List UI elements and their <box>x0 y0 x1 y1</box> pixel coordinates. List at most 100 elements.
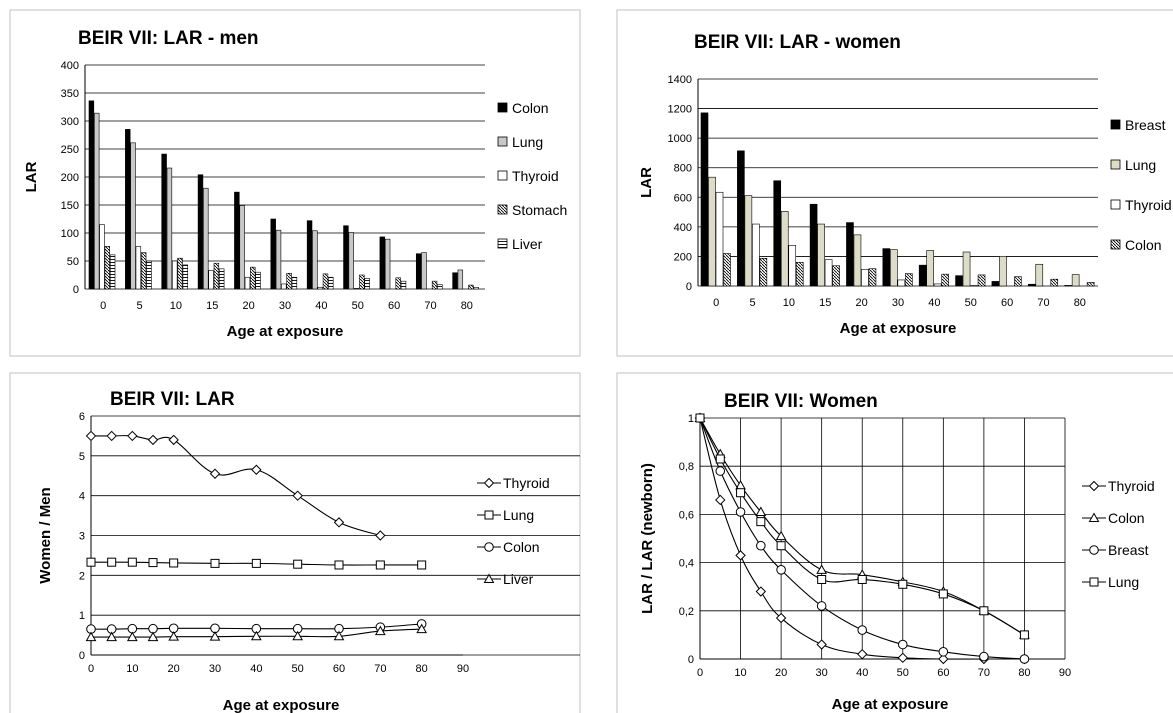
bar-thyroid <box>752 223 760 287</box>
data-point-lung <box>776 541 786 551</box>
bar-colon <box>723 253 731 287</box>
legend-label: Liver <box>512 236 543 252</box>
bar-stomach <box>104 246 111 290</box>
bar-lung <box>890 249 898 287</box>
data-point-lung <box>334 560 344 570</box>
y-axis-label: Women / Men <box>37 487 54 583</box>
data-point-thyroid <box>85 430 97 442</box>
legend-label: Colon <box>512 100 549 116</box>
y-tick-label: 0,6 <box>679 509 694 521</box>
data-point-liver <box>292 630 304 641</box>
bar-stomach <box>468 284 474 290</box>
data-point-liver <box>209 631 221 641</box>
bar-colon <box>125 129 131 290</box>
data-point-breast <box>776 565 786 575</box>
legend-label: Thyroid <box>1108 478 1155 494</box>
x-tick-label: 50 <box>292 663 304 675</box>
bar-colon <box>452 272 458 290</box>
x-tick-label: 60 <box>388 300 400 312</box>
x-axis-label: Age at exposure <box>832 696 949 713</box>
bar-lung <box>348 232 354 290</box>
bar-thyroid <box>99 224 105 290</box>
data-point-liver <box>106 631 118 642</box>
data-point-lung <box>817 574 827 584</box>
x-tick-label: 50 <box>965 297 977 309</box>
legend-label: Colon <box>503 539 540 555</box>
bar-thyroid <box>897 279 906 287</box>
x-tick-label: 80 <box>1074 297 1086 309</box>
legend-marker <box>483 477 495 489</box>
legend-swatch <box>497 102 508 113</box>
y-tick-label: 3 <box>79 531 85 543</box>
bar-thyroid <box>788 245 797 287</box>
chart-title: BEIR VII: Women <box>724 391 878 412</box>
bar-stomach <box>177 257 183 290</box>
bar-colon <box>343 225 349 290</box>
bar-breast <box>1064 285 1072 287</box>
x-tick-label: 20 <box>168 663 180 675</box>
data-point-thyroid <box>251 464 262 475</box>
y-tick-label: 1 <box>688 413 694 425</box>
y-tick-label: 250 <box>61 144 79 156</box>
data-point-lung <box>148 558 158 568</box>
bar-chart-women: BEIR VII: LAR - women0200400600800100012… <box>616 9 1173 357</box>
chart-frame <box>9 372 581 713</box>
data-point-breast <box>735 507 746 517</box>
bar-lung <box>239 205 245 290</box>
bar-liver <box>473 287 479 290</box>
x-tick-label: 40 <box>250 663 262 675</box>
bar-breast <box>955 275 963 287</box>
y-axis-label: LAR <box>23 161 40 192</box>
data-point-breast <box>857 625 868 635</box>
legend-swatch <box>1110 119 1121 130</box>
x-tick-label: 0 <box>697 667 703 679</box>
bar-colon <box>905 273 913 287</box>
bar-lung <box>275 229 282 290</box>
legend-swatch <box>1110 239 1121 250</box>
chart-title: BEIR VII: LAR - women <box>694 32 901 53</box>
bar-lung <box>312 230 318 290</box>
x-tick-label: 70 <box>424 300 436 312</box>
bar-breast <box>991 281 1000 287</box>
legend-swatch <box>1110 199 1121 210</box>
bar-colon <box>415 253 422 290</box>
data-point-lung <box>1019 630 1029 640</box>
y-axis-label: LAR <box>638 167 655 198</box>
data-point-liver <box>147 631 159 642</box>
data-point-thyroid <box>127 430 138 442</box>
y-tick-label: 800 <box>674 163 692 175</box>
bar-colon <box>1086 282 1095 287</box>
y-tick-label: 0 <box>688 654 694 666</box>
x-tick-label: 60 <box>333 663 345 675</box>
bar-lung <box>962 251 971 287</box>
bar-lung <box>708 176 716 287</box>
data-point-breast <box>816 601 827 611</box>
x-tick-label: 60 <box>937 667 949 679</box>
bar-thyroid <box>317 287 323 290</box>
data-point-thyroid <box>209 468 221 479</box>
bar-colon <box>832 265 840 287</box>
x-tick-label: 10 <box>126 663 138 675</box>
bar-stomach <box>359 274 365 290</box>
data-point-thyroid <box>816 639 827 650</box>
bar-liver <box>255 271 261 290</box>
x-tick-label: 10 <box>170 300 182 312</box>
bar-colon <box>868 268 877 287</box>
y-tick-label: 300 <box>61 116 79 128</box>
x-tick-label: 80 <box>416 663 428 675</box>
y-tick-label: 1000 <box>668 133 692 145</box>
bar-lung <box>817 223 825 287</box>
data-point-thyroid <box>735 550 746 561</box>
bar-colon <box>941 273 949 287</box>
y-tick-label: 400 <box>674 222 692 234</box>
legend-marker <box>1089 545 1099 555</box>
legend-marker <box>1089 577 1099 587</box>
x-tick-label: 30 <box>279 300 291 312</box>
bar-thyroid <box>715 191 724 287</box>
x-tick-label: 10 <box>734 667 746 679</box>
data-point-breast <box>979 651 989 662</box>
data-point-lung <box>169 558 179 568</box>
y-axis-label: LAR / LAR (newborn) <box>639 463 656 614</box>
y-tick-label: 1 <box>79 610 85 622</box>
bar-liver <box>146 260 152 290</box>
